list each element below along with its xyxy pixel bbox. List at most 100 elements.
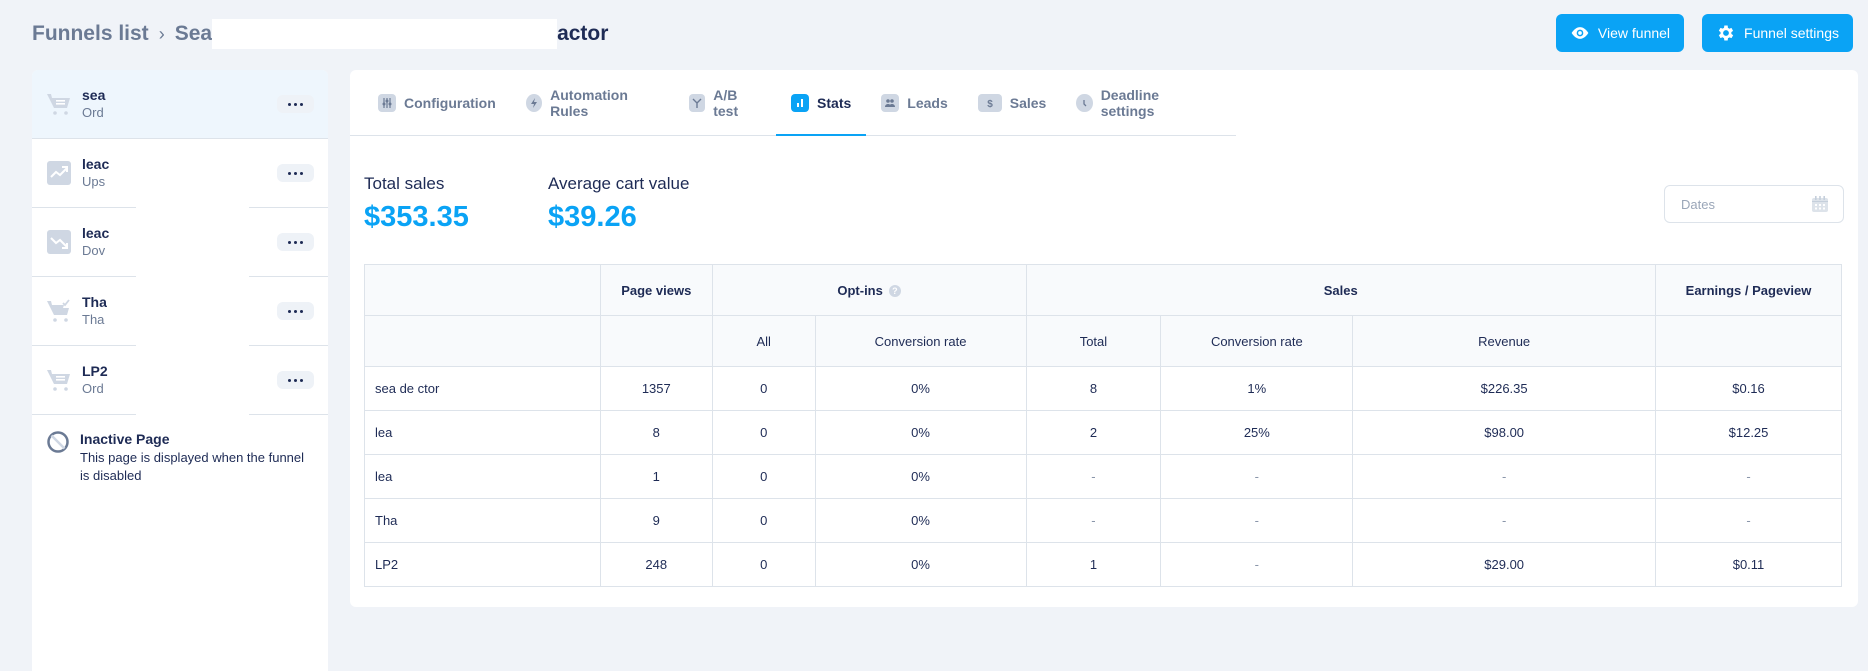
tab-label: Leads (907, 94, 948, 111)
tab-configuration[interactable]: Configuration (378, 70, 496, 135)
help-icon[interactable]: ? (888, 285, 901, 298)
row-sales-total: - (1025, 454, 1162, 499)
split-icon (688, 93, 706, 112)
row-earnings: - (1655, 498, 1842, 543)
dates-picker[interactable]: Dates (1664, 185, 1844, 223)
more-options-button[interactable] (277, 164, 314, 182)
row-optins-all: 0 (711, 498, 816, 543)
breadcrumb: Funnels list › Sea actor (32, 19, 608, 49)
eye-icon (1571, 27, 1589, 39)
tab-deadline-settings[interactable]: Deadline settings (1076, 70, 1206, 135)
svg-text:$: $ (987, 99, 993, 109)
more-options-button[interactable] (277, 95, 314, 113)
row-page-name: lea (364, 410, 601, 455)
table-row: sea de ctor 1357 0 0% 8 1% $226.35 $0.16 (364, 366, 1842, 411)
cart-icon (47, 370, 70, 391)
row-optins-conversion: 0% (814, 498, 1027, 543)
inactive-page-item[interactable]: Inactive Page This page is displayed whe… (32, 415, 328, 500)
users-icon (881, 93, 900, 112)
tab-ab-test[interactable]: A/B test (688, 70, 761, 135)
table-row: LP2 248 0 0% 1 - $29.00 $0.11 (364, 542, 1842, 587)
row-optins-conversion: 0% (814, 410, 1027, 455)
table-row: Tha 9 0 0% - - - - (364, 498, 1842, 543)
total-sales-value: $353.35 (364, 201, 469, 233)
tab-label: Automation Rules (550, 86, 628, 119)
step-title: leac (82, 225, 110, 241)
row-revenue: $29.00 (1352, 542, 1657, 587)
step-title: LP2 (82, 363, 108, 379)
row-page-name: lea (364, 454, 601, 499)
more-options-button[interactable] (277, 302, 314, 320)
subheader-optins-all: All (711, 315, 816, 367)
upsell-icon (47, 161, 71, 185)
row-optins-conversion: 0% (814, 542, 1027, 587)
subheader-sales-revenue: Revenue (1352, 315, 1657, 367)
row-optins-all: 0 (711, 454, 816, 499)
cart-check-icon (47, 299, 70, 322)
average-cart-stat: Average cart value $39.26 (548, 174, 689, 234)
header-actions: View funnel Funnel settings (1555, 14, 1853, 52)
sidebar-step-1[interactable]: sea Ord (32, 70, 328, 139)
funnel-settings-label: Funnel settings (1744, 25, 1839, 41)
funnel-tabs: Configuration Automation Rules A/B test … (350, 70, 1236, 136)
chevron-right-icon: › (158, 23, 165, 44)
breadcrumb-funnel-name-start: Sea (174, 22, 213, 45)
row-optins-conversion: 0% (814, 454, 1027, 499)
step-subtitle: Ups (82, 174, 106, 189)
row-earnings: $0.11 (1655, 542, 1842, 587)
bolt-icon (525, 93, 543, 112)
header-optins: Opt-ins? (711, 264, 1027, 316)
row-revenue: - (1352, 498, 1657, 543)
row-sales-total: 2 (1025, 410, 1162, 455)
tab-label: Stats (817, 94, 852, 111)
header-page-name (364, 264, 601, 316)
header-optins-label: Opt-ins (837, 282, 883, 298)
tab-sales[interactable]: $ Sales (977, 70, 1046, 135)
row-revenue: - (1352, 454, 1657, 499)
gear-icon (1718, 25, 1734, 41)
row-page-views: 9 (599, 498, 713, 543)
header-sales: Sales (1025, 264, 1657, 316)
view-funnel-button[interactable]: View funnel (1555, 14, 1685, 52)
tab-automation-rules[interactable]: Automation Rules (525, 70, 659, 135)
downsell-icon (47, 230, 71, 254)
row-page-name: LP2 (364, 542, 601, 587)
row-sales-conversion: 1% (1160, 366, 1354, 411)
more-options-button[interactable] (277, 233, 314, 251)
average-cart-label: Average cart value (548, 174, 690, 193)
row-page-views: 8 (599, 410, 713, 455)
cart-icon (47, 94, 70, 115)
tab-leads[interactable]: Leads (881, 70, 948, 135)
step-title: leac (82, 156, 110, 172)
stats-table: Page views Opt-ins? Sales Earnings / Pag… (364, 264, 1842, 587)
row-revenue: $98.00 (1352, 410, 1657, 455)
row-optins-all: 0 (711, 410, 816, 455)
tab-stats[interactable]: Stats (775, 70, 867, 136)
tab-label: Configuration (404, 94, 496, 111)
row-page-views: 248 (599, 542, 713, 587)
subheader-sales-conversion: Conversion rate (1160, 315, 1354, 367)
dollar-icon: $ (977, 93, 1002, 112)
funnel-settings-button[interactable]: Funnel settings (1702, 14, 1853, 52)
sliders-icon (378, 93, 396, 112)
table-sub-header-row: All Conversion rate Total Conversion rat… (364, 315, 1842, 367)
breadcrumb-funnels-list[interactable]: Funnels list (32, 22, 149, 45)
step-subtitle: Ord (82, 381, 104, 396)
step-subtitle: Dov (82, 243, 106, 258)
row-page-name: Tha (364, 498, 601, 543)
row-optins-all: 0 (711, 366, 816, 411)
subheader-sales-total: Total (1025, 315, 1162, 367)
redacted-region (212, 19, 558, 49)
row-sales-conversion: - (1160, 498, 1354, 543)
dates-placeholder: Dates (1681, 196, 1715, 212)
row-page-name: sea de ctor (364, 366, 601, 411)
row-sales-conversion: - (1160, 542, 1354, 587)
inactive-page-description: This page is displayed when the funnel i… (80, 450, 305, 483)
table-row: lea 1 0 0% - - - - (364, 454, 1842, 499)
more-options-button[interactable] (277, 371, 314, 389)
header-earnings-per-pageview: Earnings / Pageview (1655, 264, 1842, 316)
row-optins-conversion: 0% (814, 366, 1027, 411)
row-sales-total: 1 (1025, 542, 1162, 587)
step-title: Tha (82, 294, 107, 310)
total-sales-stat: Total sales $353.35 (364, 174, 469, 234)
